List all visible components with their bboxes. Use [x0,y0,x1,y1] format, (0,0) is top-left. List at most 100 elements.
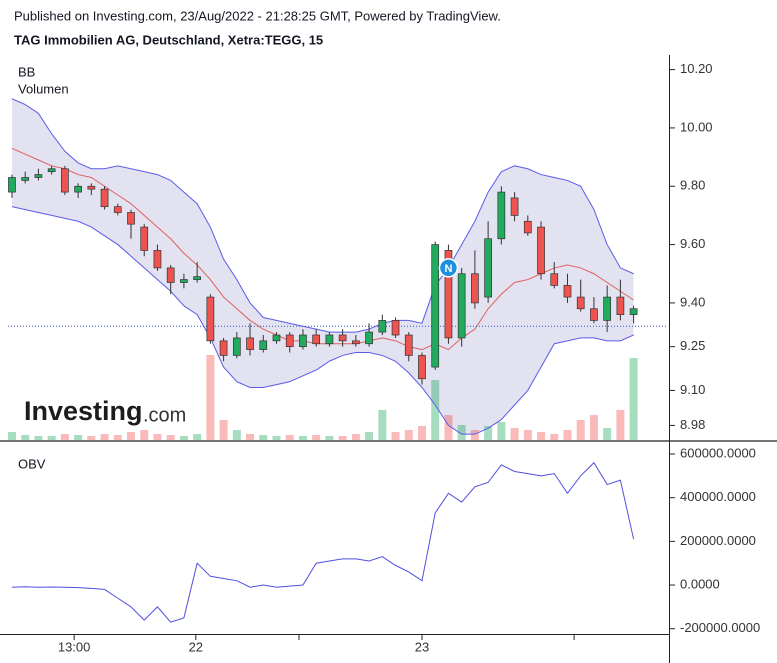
volume-bar [193,434,202,440]
y-tick-label: 400000.0000 [680,489,756,504]
volume-bar [431,380,440,440]
candle-body [113,206,122,213]
panel-label: Volumen [18,81,69,96]
band-lower [11,206,634,435]
volume-bar [100,434,109,440]
y-tick-label: 9.10 [680,382,705,397]
candle-body [497,191,506,240]
annotation-label: N [444,263,452,275]
volume-bar [497,422,506,440]
annotation-badge [438,258,459,278]
volume-bar [550,434,559,440]
volume-bar [312,435,321,440]
volume-bar [523,430,532,440]
candle-body [484,238,492,298]
volume-bar [206,355,215,440]
y-tick-label: 9.60 [680,236,705,251]
candle-body [576,296,585,310]
x-tick-label: 13:00 [58,639,91,654]
candle-body [21,177,30,181]
volume-bar [537,432,546,440]
volume-bar [616,410,625,440]
volume-bar [127,432,136,440]
panel-label: BB [18,64,35,79]
candle-body [8,177,16,193]
candle-body [418,355,426,380]
volume-bar [444,415,453,440]
candle-body [299,334,307,348]
volume-bar [325,436,334,440]
y-tick-label: 10.00 [680,119,713,134]
band-middle [11,147,634,351]
volume-bar [259,435,268,440]
volume-bar [404,430,413,440]
logo-suffix: .com [143,404,186,426]
y-tick-label: 10.20 [680,61,713,76]
candle-body [457,273,466,339]
candle-body [246,337,254,350]
candle-body [206,296,215,342]
candle-body [232,337,241,356]
volume-bar [272,436,281,440]
volume-bar [232,430,241,440]
volume-bar [87,436,96,440]
candle-body [166,267,175,283]
volume-bar [351,434,360,440]
volume-bar [74,435,83,440]
y-tick-label: 9.80 [680,178,705,193]
candle-body [378,320,387,333]
volume-bar [60,434,69,440]
published-note: Published on Investing.com, 23/Aug/2022 … [14,8,501,23]
volume-bar [603,428,612,440]
candle-body [471,273,479,304]
candle-body [590,308,598,321]
candle-body [259,340,268,350]
candle-body [74,185,82,193]
volume-bar [219,420,228,440]
candle-body [563,285,572,298]
candle-body [510,197,519,216]
volume-bar [21,435,30,440]
candle-body [153,250,162,269]
candle-body [180,279,188,283]
candle-body [352,340,360,345]
candle-body [100,188,109,208]
candle-body [47,168,56,173]
candle-body [603,296,612,321]
volume-bar [589,415,598,440]
candle-body [404,334,413,356]
y-tick-label: 9.25 [680,338,705,353]
volume-bar [298,436,307,440]
candle-body [140,226,149,251]
candle-body [87,185,96,190]
panel-label: OBV [18,456,46,471]
y-tick-label: -200000.0000 [680,620,760,635]
candle-body [629,308,638,315]
x-tick-label: 22 [189,639,203,654]
candle-body [391,320,400,336]
candle-body [34,174,43,178]
volume-bar [166,435,175,440]
candle-body [61,168,69,193]
candle-body [523,220,532,234]
volume-bar [246,434,255,440]
volume-bar [285,435,294,440]
volume-bar [34,436,43,440]
candle-body [365,331,373,345]
volume-bar [576,420,585,440]
instrument-title: TAG Immobilien AG, Deutschland, Xetra:TE… [14,32,323,47]
volume-bar [338,436,347,440]
volume-bar [563,430,572,440]
volume-bar [378,410,387,440]
volume-bar [7,432,16,440]
y-tick-label: 9.40 [680,294,705,309]
candle-body [193,276,201,280]
volume-bar [140,430,149,440]
volume-bar [417,426,426,440]
volume-bar [470,430,479,440]
candle-body [550,273,559,286]
volume-bar [629,358,638,440]
volume-bar [179,436,188,440]
band-upper [11,98,634,333]
